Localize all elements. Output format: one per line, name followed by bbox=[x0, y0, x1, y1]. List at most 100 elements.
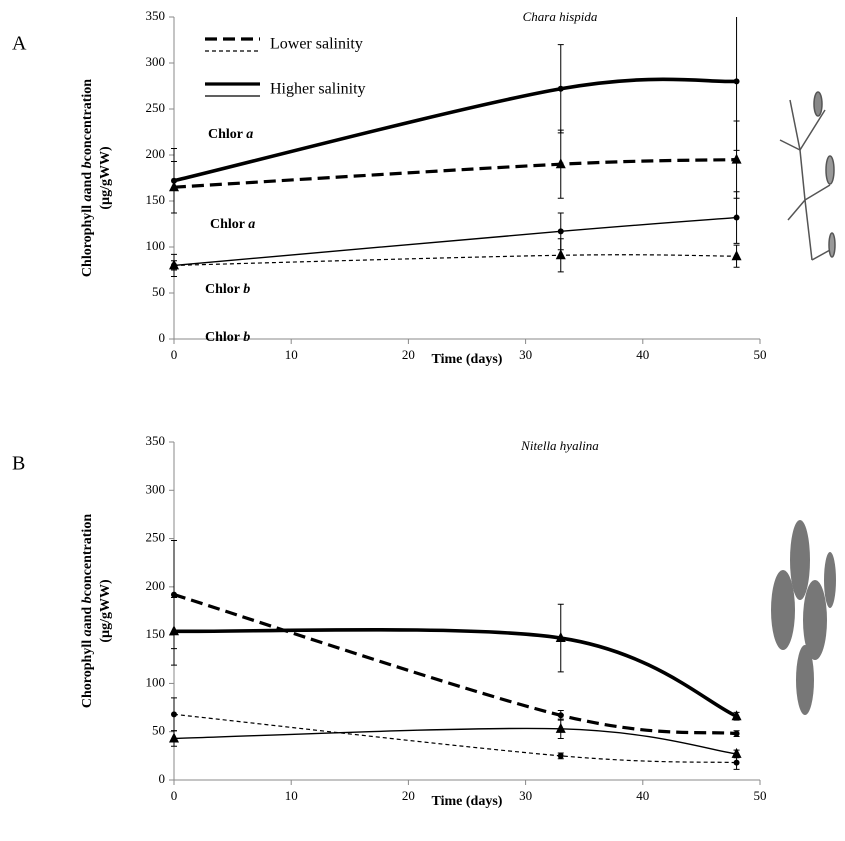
marker-circle bbox=[733, 78, 740, 85]
marker-triangle bbox=[169, 732, 179, 743]
annotation-text: Chlor bbox=[205, 330, 243, 345]
annotation-letter: b bbox=[243, 330, 250, 345]
x-tick-label: 20 bbox=[402, 788, 415, 803]
marker-triangle bbox=[731, 153, 742, 164]
chara-illustration bbox=[779, 91, 836, 261]
y-axis-label-part: b bbox=[80, 596, 95, 603]
annotation-text: Chlor bbox=[205, 282, 243, 297]
annotation: Chlor b bbox=[205, 330, 250, 345]
marker-circle bbox=[171, 591, 177, 598]
y-tick-label: 100 bbox=[146, 238, 166, 253]
y-axis-label-part: a bbox=[80, 194, 95, 201]
x-axis-label: Time (days) bbox=[432, 794, 503, 809]
y-axis-label-part: (µg/gWW) bbox=[98, 146, 113, 210]
marker-triangle bbox=[731, 250, 742, 261]
annotation-text: Chlor bbox=[210, 217, 248, 232]
chart-title: Chara hispida bbox=[523, 9, 598, 24]
y-tick-label: 100 bbox=[146, 674, 166, 689]
y-axis-label-part: a bbox=[80, 629, 95, 636]
legend-label: Higher salinity bbox=[270, 81, 366, 98]
annotation-text: Chlor bbox=[208, 127, 246, 142]
series-line bbox=[173, 627, 738, 718]
annotation-letter: b bbox=[243, 282, 250, 297]
x-tick-label: 50 bbox=[754, 347, 767, 362]
annotation: Chlor a bbox=[208, 127, 253, 142]
y-tick-label: 50 bbox=[152, 284, 165, 299]
nitella-illustration bbox=[771, 520, 836, 715]
marker-circle bbox=[557, 85, 564, 92]
x-tick-label: 50 bbox=[754, 788, 767, 803]
y-axis-label-part: concentration bbox=[80, 514, 95, 597]
series-line bbox=[173, 254, 737, 266]
y-tick-label: 250 bbox=[146, 530, 166, 545]
y-axis-label-part: (µg/gWW) bbox=[98, 579, 113, 643]
x-tick-label: 0 bbox=[171, 788, 178, 803]
y-tick-label: 150 bbox=[146, 626, 166, 641]
y-tick-label: 50 bbox=[152, 723, 165, 738]
marker-triangle bbox=[731, 747, 742, 758]
marker-triangle bbox=[731, 710, 742, 721]
marker-circle bbox=[733, 730, 740, 737]
x-tick-label: 40 bbox=[636, 788, 649, 803]
annotation-letter: a bbox=[248, 217, 255, 232]
y-tick-label: 200 bbox=[146, 146, 166, 161]
x-tick-label: 30 bbox=[519, 788, 532, 803]
marker-circle bbox=[733, 759, 740, 766]
y-axis-label-part: b bbox=[80, 161, 95, 168]
y-tick-label: 150 bbox=[146, 192, 166, 207]
y-tick-label: 300 bbox=[146, 54, 166, 69]
series-line bbox=[173, 158, 737, 189]
panel-label: A bbox=[12, 33, 27, 55]
x-tick-label: 0 bbox=[171, 347, 178, 362]
marker-circle bbox=[171, 177, 177, 184]
panel-label: B bbox=[12, 453, 25, 475]
marker-circle bbox=[171, 711, 177, 718]
y-axis-label: (µg/gWW) bbox=[98, 579, 113, 643]
y-axis-label-part: and bbox=[80, 168, 95, 194]
y-tick-label: 0 bbox=[159, 330, 166, 345]
x-tick-label: 30 bbox=[519, 347, 532, 362]
y-axis-label-part: and bbox=[80, 603, 95, 629]
marker-triangle bbox=[555, 722, 566, 733]
y-axis-label-part: Chorophyll bbox=[80, 636, 95, 708]
chart-title: Nitella hyalina bbox=[520, 438, 599, 453]
panel: A Chara hispida 0 50 100 150 200 250 300 350 0 10 20… bbox=[12, 8, 767, 367]
y-tick-label: 250 bbox=[146, 100, 166, 115]
marker-circle bbox=[557, 752, 564, 759]
series-line bbox=[173, 727, 737, 755]
x-tick-label: 10 bbox=[285, 347, 298, 362]
y-axis-label-part: Chlorophyll bbox=[80, 201, 95, 277]
series-line bbox=[173, 713, 737, 764]
x-tick-label: 10 bbox=[285, 788, 298, 803]
x-tick-label: 20 bbox=[402, 347, 415, 362]
series-line bbox=[173, 77, 737, 183]
y-tick-label: 350 bbox=[146, 433, 166, 448]
y-axis-label: (µg/gWW) bbox=[98, 146, 113, 210]
marker-triangle bbox=[169, 625, 179, 636]
annotation: Chlor a bbox=[210, 217, 255, 232]
y-axis-label: Chlorophyll aand bconcentration bbox=[80, 79, 95, 277]
marker-circle bbox=[171, 262, 177, 269]
marker-triangle bbox=[555, 632, 566, 643]
y-tick-label: 350 bbox=[146, 8, 166, 23]
y-tick-label: 300 bbox=[146, 481, 166, 496]
y-tick-label: 200 bbox=[146, 578, 166, 593]
y-tick-label: 0 bbox=[159, 771, 166, 786]
y-axis-label-part: concentration bbox=[80, 79, 95, 162]
marker-circle bbox=[733, 214, 740, 221]
series-line bbox=[173, 593, 737, 736]
marker-circle bbox=[557, 712, 564, 719]
x-axis-label: Time (days) bbox=[432, 352, 503, 367]
annotation-letter: a bbox=[246, 127, 253, 142]
x-tick-label: 40 bbox=[636, 347, 649, 362]
annotation: Chlor b bbox=[205, 282, 250, 297]
legend-label: Lower salinity bbox=[270, 36, 363, 53]
marker-triangle bbox=[555, 249, 566, 260]
marker-triangle bbox=[555, 158, 566, 169]
series-line bbox=[173, 216, 737, 267]
y-axis-label: Chorophyll aand bconcentration bbox=[80, 514, 95, 708]
marker-circle bbox=[557, 228, 564, 235]
